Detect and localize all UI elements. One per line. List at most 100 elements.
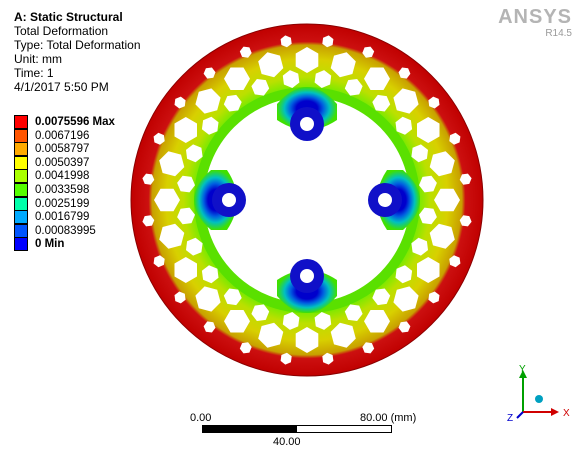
lattice-hole bbox=[153, 255, 165, 268]
lattice-hole bbox=[459, 215, 472, 227]
axis-triad[interactable]: Y X Z bbox=[505, 362, 575, 422]
result-info: A: Static Structural Total Deformation T… bbox=[14, 10, 141, 94]
lattice-hole bbox=[224, 310, 250, 333]
logo-version: R14.5 bbox=[545, 28, 572, 39]
lattice-hole bbox=[154, 188, 180, 212]
lattice-hole bbox=[159, 223, 185, 249]
lattice-hole bbox=[195, 286, 221, 312]
scale-mid-label: 40.00 bbox=[273, 436, 301, 448]
lattice-hole bbox=[280, 352, 292, 365]
analysis-title: A: Static Structural bbox=[14, 10, 123, 24]
lattice-hole bbox=[429, 223, 455, 249]
lattice-hole bbox=[364, 67, 390, 90]
lattice-hole bbox=[251, 79, 270, 96]
lattice-hole bbox=[258, 52, 284, 78]
lattice-hole bbox=[362, 46, 375, 58]
lattice-hole bbox=[186, 144, 203, 163]
lattice-hole bbox=[330, 322, 356, 348]
lattice-hole bbox=[174, 291, 186, 304]
lattice-hole bbox=[282, 312, 300, 330]
lattice-hole bbox=[142, 215, 155, 227]
lattice-hole bbox=[417, 257, 440, 283]
result-type: Type: Total Deformation bbox=[14, 38, 141, 52]
lattice-hole bbox=[174, 96, 186, 109]
lattice-hole bbox=[395, 265, 413, 284]
lattice-hole bbox=[159, 151, 185, 177]
legend-value: 0.0033598 bbox=[35, 184, 90, 196]
scale-bar-dark bbox=[203, 426, 297, 432]
lattice-hole bbox=[203, 67, 216, 79]
lattice-hole bbox=[419, 207, 437, 225]
lattice-hole bbox=[344, 304, 363, 321]
lattice-hole bbox=[411, 237, 428, 256]
lattice-hole bbox=[434, 188, 460, 212]
lattice-hole bbox=[177, 207, 195, 225]
y-axis-label: Y bbox=[519, 364, 526, 375]
legend-value: 0.0067196 bbox=[35, 129, 90, 142]
lattice-hole bbox=[429, 151, 455, 177]
legend-value: 0.00083995 bbox=[35, 224, 96, 237]
lattice-hole bbox=[239, 342, 252, 354]
z-axis-label: Z bbox=[507, 413, 513, 422]
lattice-hole bbox=[398, 321, 411, 333]
lattice-hole bbox=[224, 67, 250, 90]
lattice-hole bbox=[362, 342, 375, 354]
legend-swatch bbox=[14, 223, 28, 238]
lattice-hole bbox=[330, 52, 356, 78]
lattice-hole bbox=[411, 144, 428, 163]
lattice-hole bbox=[419, 175, 437, 193]
inner-opening bbox=[199, 92, 415, 308]
legend-value: 0.0041998 bbox=[35, 170, 90, 183]
ansys-logo: ANSYS R14.5 bbox=[498, 6, 572, 40]
lattice-hole bbox=[201, 265, 219, 284]
scale-right-label: 80.00 (mm) bbox=[360, 412, 417, 424]
result-unit: Unit: mm bbox=[14, 52, 62, 66]
legend-swatch bbox=[14, 155, 28, 170]
legend-swatch bbox=[14, 237, 28, 252]
lattice-hole bbox=[372, 94, 391, 112]
lattice-hole bbox=[195, 88, 221, 114]
lattice-hole bbox=[314, 312, 332, 330]
scale-bar-light bbox=[297, 426, 391, 432]
lattice-holes bbox=[142, 35, 472, 365]
z-axis-arrow bbox=[516, 411, 524, 419]
result-time: Time: 1 bbox=[14, 66, 54, 80]
legend-value: 0.0016799 bbox=[35, 211, 90, 224]
legend-item: 0.0025199 bbox=[14, 196, 89, 212]
legend-value: 0.0025199 bbox=[35, 197, 90, 210]
legend-swatch bbox=[14, 115, 28, 129]
lattice-hole bbox=[295, 47, 319, 73]
lattice-hole bbox=[459, 173, 472, 185]
legend-item: 0.0067196 bbox=[14, 128, 89, 144]
legend-swatch bbox=[14, 169, 28, 184]
legend-item: 0.0041998 bbox=[14, 168, 89, 184]
lattice-hole bbox=[223, 288, 242, 306]
legend-item: 0.00083995 bbox=[14, 223, 96, 239]
lattice-hole bbox=[364, 310, 390, 333]
lattice-hole bbox=[395, 116, 413, 135]
result-name: Total Deformation bbox=[14, 24, 109, 38]
lattice-hole bbox=[428, 291, 440, 304]
lattice-hole bbox=[417, 117, 440, 143]
scale-left-label: 0.00 bbox=[190, 412, 212, 424]
lattice-hole bbox=[223, 94, 242, 112]
legend-swatch bbox=[14, 142, 28, 157]
lattice-hole bbox=[280, 35, 292, 48]
lattice-hole bbox=[344, 79, 363, 96]
x-axis-label: X bbox=[563, 408, 570, 419]
legend-value: 0 Min bbox=[35, 238, 65, 251]
lattice-hole bbox=[186, 237, 203, 256]
lattice-hole bbox=[393, 88, 419, 114]
legend-swatch bbox=[14, 210, 28, 225]
legend-item: 0.0016799 bbox=[14, 209, 89, 225]
lattice-hole bbox=[322, 35, 334, 48]
legend-item: 0.0050397 bbox=[14, 155, 89, 171]
lattice-hole bbox=[153, 132, 165, 145]
lattice-hole bbox=[282, 70, 300, 88]
lattice-hole bbox=[142, 173, 155, 185]
legend-item: 0.0033598 bbox=[14, 182, 89, 198]
lattice-hole bbox=[428, 96, 440, 109]
lattice-hole bbox=[322, 352, 334, 365]
